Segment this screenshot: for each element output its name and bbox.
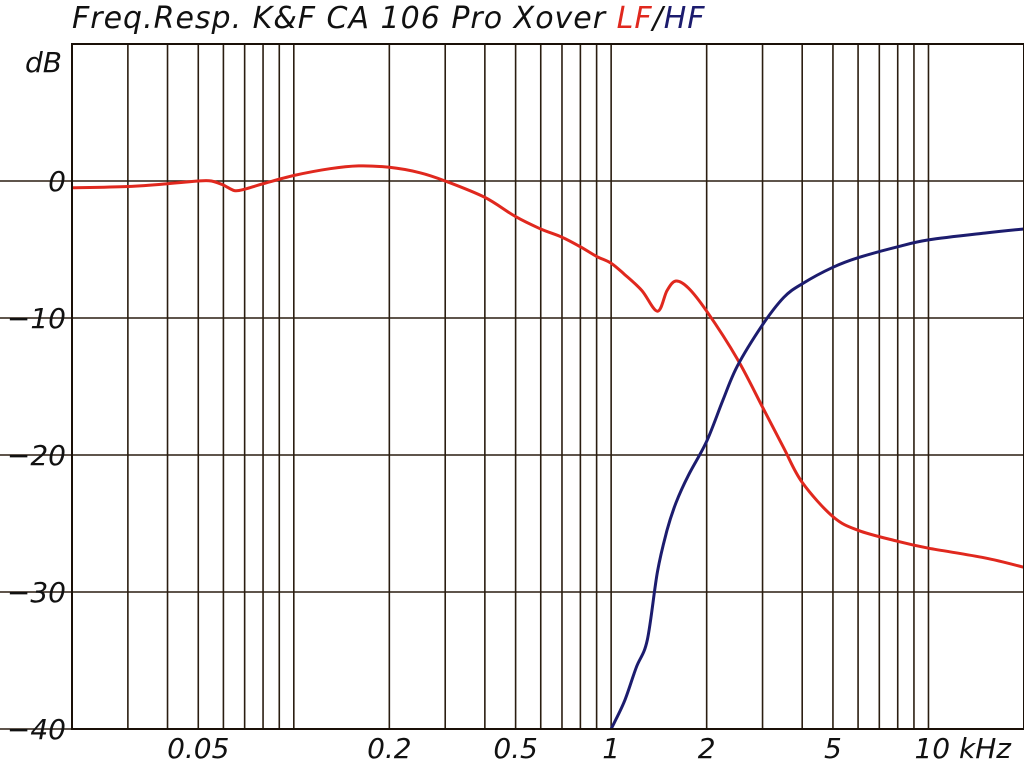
x-tick-label: 10 kHz: [914, 732, 1012, 764]
legend-separator: /: [650, 1, 666, 36]
y-tick-label: −40: [7, 713, 66, 746]
x-tick-label: 0.5: [493, 732, 538, 764]
y-tick-label: 0: [48, 165, 66, 198]
legend-lf: LF: [617, 1, 653, 36]
series-layer: [71, 164, 1024, 730]
x-tick-label: 1: [602, 732, 620, 764]
x-tick-label: 2: [698, 732, 716, 764]
x-tick-label: 5: [824, 732, 842, 764]
y-tick-label: −10: [7, 302, 66, 335]
plot-frame: [71, 43, 1024, 730]
chart-title-main: Freq.Resp. K&F CA 106 Pro Xover: [72, 1, 607, 36]
x-tick-label: 0.2: [367, 732, 412, 764]
grid: [0, 44, 1024, 730]
y-tick-label: −30: [7, 576, 66, 609]
x-tick-label: 0.05: [167, 732, 229, 764]
series-line-lf: [71, 164, 1024, 569]
tick-labels: 0.05 0.2 0.5 1 2 5 10 kHz 0 −10 −20 −30 −40: [7, 165, 1012, 764]
series-line-hf: [609, 227, 1024, 730]
chart-title: Freq.Resp. K&F CA 106 Pro Xover LF/HF: [72, 1, 706, 36]
legend-hf: HF: [664, 1, 706, 36]
y-tick-label: −20: [7, 439, 66, 472]
y-axis-label: dB: [25, 46, 62, 79]
